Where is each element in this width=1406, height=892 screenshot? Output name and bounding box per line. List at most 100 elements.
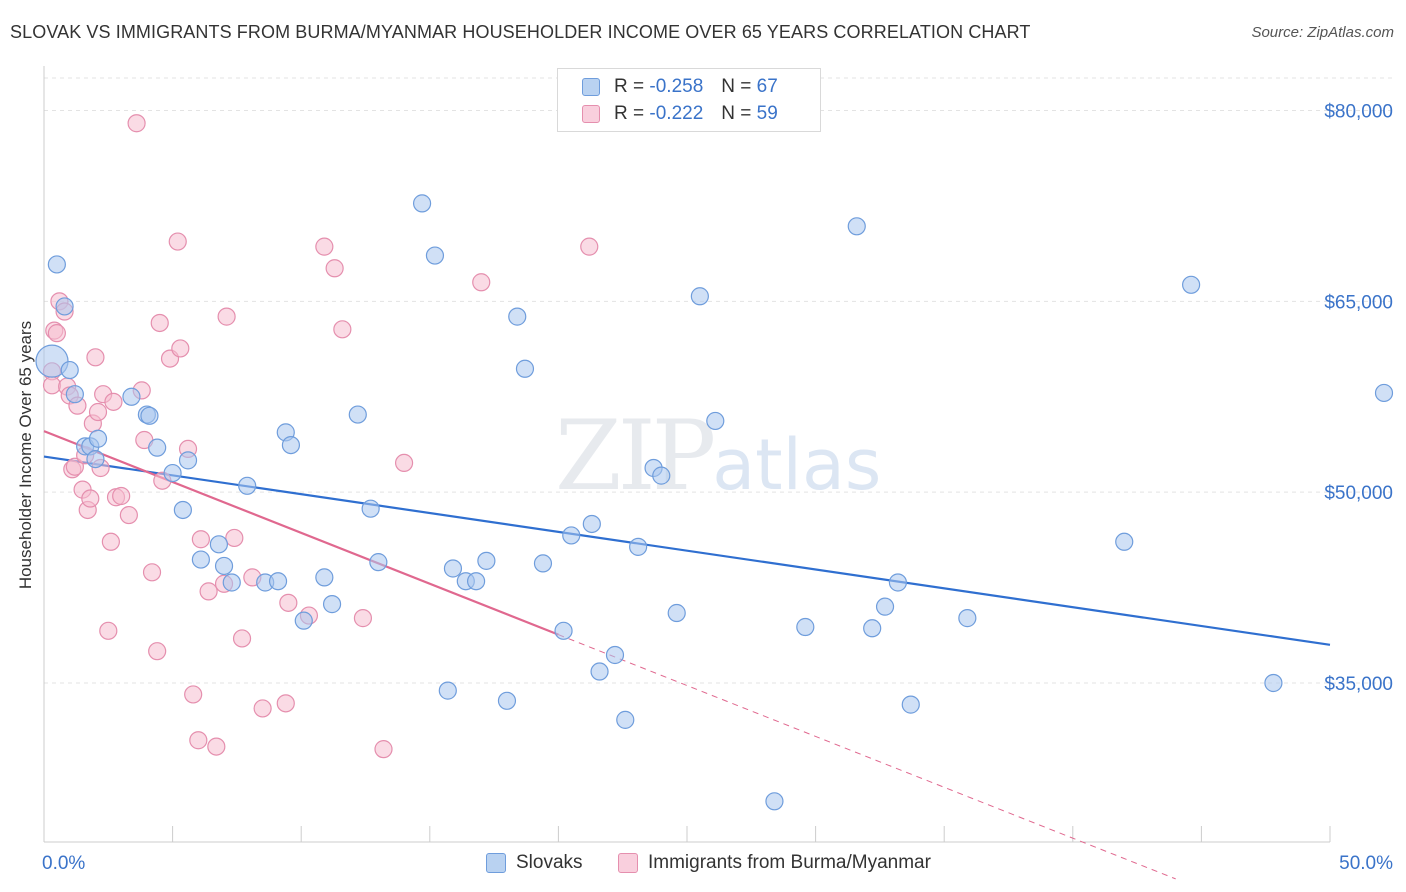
slovaks-point [315, 568, 334, 587]
slovaks-point [616, 710, 635, 729]
slovaks-point [1182, 275, 1201, 294]
slovaks-point [322, 595, 342, 614]
bottom-legend-swatch-blue [486, 853, 506, 873]
burma-point [333, 320, 352, 339]
burma-point [472, 273, 491, 292]
slovaks-point [222, 573, 241, 592]
slovaks-trend-line [43, 455, 1331, 646]
slovaks-point [508, 307, 527, 326]
burma-point [580, 237, 599, 256]
slovaks-point [847, 217, 866, 236]
burma-point [276, 694, 295, 713]
slovaks-point [901, 695, 920, 714]
stats-legend: R = -0.258 N = 67 R = -0.222 N = 59 [557, 68, 821, 132]
slovaks-point [281, 435, 301, 455]
slovaks-point [515, 359, 535, 378]
burma-point [86, 348, 105, 367]
burma-point [47, 324, 66, 343]
burma-point [374, 740, 393, 759]
burma-point [189, 731, 208, 750]
legend-n-label: N = [721, 103, 752, 124]
burma-point [99, 621, 118, 640]
bottom-legend-label-burma: Immigrants from Burma/Myanmar [648, 852, 931, 873]
slovaks-point [163, 463, 182, 483]
slovaks-point [443, 559, 463, 578]
burma-point [353, 609, 373, 628]
slovaks-point [88, 429, 108, 448]
legend-r-label: R = [614, 103, 645, 124]
slovaks-point [122, 387, 141, 406]
slovaks-point [562, 526, 581, 545]
slovaks-point [178, 451, 198, 470]
y-axis-title: Householder Income Over 65 years [16, 320, 35, 590]
legend-n-value: 67 [756, 76, 778, 97]
slovaks-point [554, 621, 573, 640]
y-tick-label: $65,000 [1324, 292, 1393, 313]
x-tick-label-right: 50.0% [1339, 853, 1393, 874]
slovaks-point [875, 597, 895, 616]
slovaks-point [667, 603, 686, 623]
legend-swatch-blue [582, 78, 600, 96]
legend-n-label: N = [721, 76, 752, 97]
legend-row-burma: R = -0.222 N = 59 [582, 102, 778, 126]
bottom-legend-slovaks: Slovaks [486, 852, 583, 874]
chart-title: SLOVAK VS IMMIGRANTS FROM BURMA/MYANMAR … [10, 22, 1031, 42]
burma-point [88, 402, 108, 422]
slovaks-point [60, 360, 79, 380]
x-tick-label-left: 0.0% [42, 853, 85, 874]
legend-r-label: R = [614, 76, 645, 97]
burma-point [127, 114, 146, 133]
slovaks-point [86, 449, 105, 469]
y-tick-label: $35,000 [1324, 674, 1393, 695]
burma-point [279, 593, 298, 612]
slovaks-point [706, 411, 725, 431]
slovaks-point [412, 194, 432, 213]
slovaks-point [796, 617, 815, 637]
gridlines [44, 77, 1392, 684]
slovaks-point [438, 681, 457, 700]
slovaks-point [690, 287, 709, 306]
burma-point [394, 453, 414, 473]
series-slovaks-points [35, 194, 1394, 811]
slovaks-point [65, 385, 84, 404]
burma-point [42, 376, 62, 395]
slovaks-point [294, 611, 313, 630]
slovaks-point [466, 572, 486, 591]
axes [43, 66, 1331, 843]
burma-point [315, 237, 334, 256]
slovaks-point [1374, 383, 1394, 403]
y-tick-labels: $35,000 $50,000 $65,000 $80,000 [1324, 102, 1393, 695]
burma-point [81, 489, 100, 508]
burma-point [112, 486, 131, 506]
burma-point [217, 307, 236, 326]
slovaks-point [1115, 532, 1134, 551]
burma-point [191, 530, 210, 549]
burma-point [253, 699, 272, 718]
slovaks-point [629, 537, 648, 556]
x-tick-labels: 0.0% 50.0% [42, 853, 1393, 874]
burma-point [150, 313, 169, 333]
slovaks-point [238, 476, 257, 495]
slovaks-point [425, 246, 445, 265]
burma-point [104, 392, 123, 411]
slovaks-point [652, 466, 671, 485]
slovaks-point [369, 553, 388, 572]
slovaks-point [268, 572, 288, 591]
y-tick-label: $80,000 [1324, 102, 1393, 123]
legend-row-slovaks: R = -0.258 N = 67 [582, 75, 778, 99]
slovaks-point [140, 406, 159, 425]
slovaks-point [888, 573, 908, 592]
slovaks-point [477, 551, 496, 570]
slovaks-point [361, 499, 380, 518]
burma-point [225, 528, 244, 548]
burma-point [101, 532, 120, 551]
bottom-legend-label-slovaks: Slovaks [516, 852, 583, 873]
slovaks-point [590, 662, 609, 681]
burma-point [171, 339, 190, 358]
burma-point [325, 259, 344, 278]
slovaks-point [47, 255, 66, 274]
source-label: Source: ZipAtlas.com [1251, 24, 1394, 41]
watermark-zip: ZIP [555, 400, 716, 512]
slovaks-point [214, 556, 234, 576]
